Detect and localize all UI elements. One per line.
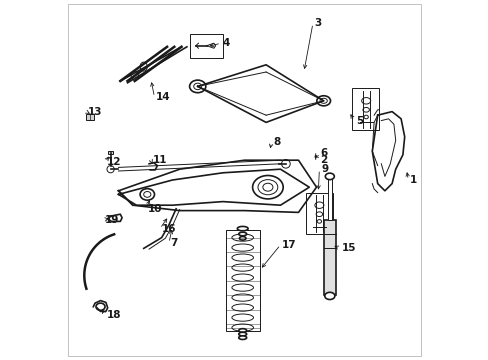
Ellipse shape [252, 176, 283, 199]
Ellipse shape [316, 212, 322, 217]
Ellipse shape [317, 220, 321, 223]
Text: 11: 11 [152, 155, 167, 165]
Bar [107, 151, 113, 154]
Circle shape [281, 159, 289, 168]
Ellipse shape [320, 98, 326, 103]
Ellipse shape [363, 115, 367, 119]
Ellipse shape [239, 237, 245, 240]
Bar [305, 193, 332, 234]
Ellipse shape [231, 274, 253, 281]
Bar [327, 176, 331, 220]
Ellipse shape [238, 336, 246, 339]
Text: 12: 12 [107, 157, 121, 167]
Ellipse shape [231, 314, 253, 321]
Ellipse shape [314, 202, 323, 208]
Bar [352, 88, 379, 130]
Ellipse shape [361, 98, 370, 104]
Ellipse shape [238, 332, 246, 336]
Text: 15: 15 [341, 243, 355, 253]
Ellipse shape [263, 183, 272, 191]
Ellipse shape [324, 292, 334, 300]
Ellipse shape [238, 232, 246, 236]
Ellipse shape [231, 264, 253, 271]
Text: 4: 4 [223, 38, 230, 48]
Ellipse shape [189, 80, 205, 93]
Text: 17: 17 [282, 240, 296, 250]
Text: 2: 2 [320, 155, 326, 165]
Ellipse shape [231, 254, 253, 261]
Text: 16: 16 [162, 224, 176, 234]
Ellipse shape [143, 192, 151, 197]
Text: 5: 5 [355, 116, 363, 126]
Ellipse shape [231, 234, 253, 241]
Bar [225, 230, 260, 331]
Ellipse shape [231, 284, 253, 291]
Ellipse shape [231, 244, 253, 251]
Text: 1: 1 [409, 175, 416, 185]
Text: 8: 8 [273, 137, 280, 147]
Ellipse shape [325, 173, 334, 180]
Ellipse shape [238, 329, 246, 332]
Ellipse shape [316, 96, 330, 106]
Text: 14: 14 [156, 92, 171, 102]
Ellipse shape [193, 83, 201, 90]
Bar [86, 114, 94, 120]
Ellipse shape [237, 226, 247, 231]
Text: 19: 19 [105, 215, 119, 225]
Ellipse shape [96, 303, 105, 310]
Text: 10: 10 [148, 204, 162, 214]
Ellipse shape [231, 324, 253, 331]
Text: 9: 9 [321, 164, 327, 174]
Ellipse shape [231, 294, 253, 301]
Bar [323, 220, 336, 295]
Text: 7: 7 [170, 238, 178, 248]
Ellipse shape [231, 304, 253, 311]
Ellipse shape [258, 180, 277, 195]
Circle shape [107, 166, 114, 173]
Ellipse shape [140, 189, 154, 200]
Ellipse shape [131, 71, 138, 80]
Ellipse shape [362, 108, 368, 112]
Text: 3: 3 [314, 18, 321, 28]
Ellipse shape [140, 62, 147, 71]
Text: 6: 6 [320, 148, 326, 158]
Text: 18: 18 [107, 310, 121, 320]
Bar [190, 34, 223, 58]
Text: 13: 13 [88, 107, 102, 117]
